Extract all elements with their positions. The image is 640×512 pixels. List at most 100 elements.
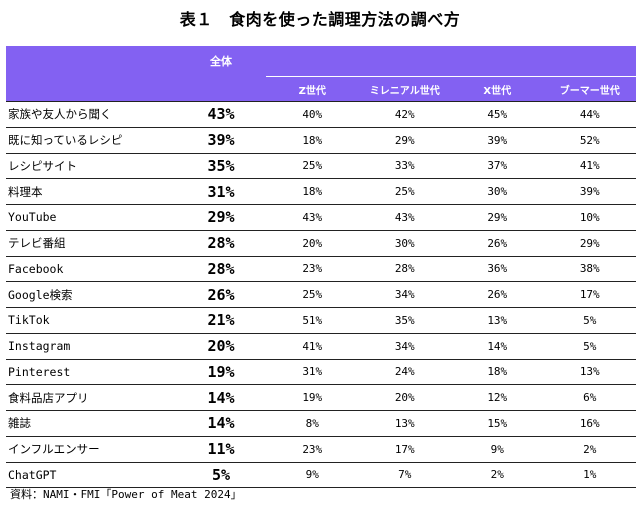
row-total-value: 19% [176,359,266,386]
row-label: YouTube [6,204,176,231]
gen-x-value: 26% [451,281,544,308]
row-total-value: 21% [176,307,266,334]
boomer-value: 1% [543,462,636,489]
table-row: YouTube 29% 43% 43% 29% 10% [6,204,636,231]
table-row: 家族や友人から聞く 43% 40% 42% 45% 44% [6,101,636,128]
table-row: 料理本 31% 18% 25% 30% 39% [6,178,636,205]
row-total-value: 14% [176,410,266,437]
header-generation-group [266,46,636,77]
row-label: Google検索 [6,281,176,308]
millennial-value: 20% [358,384,451,411]
row-total-value: 35% [176,153,266,180]
gen-x-value: 29% [451,204,544,231]
gen-x-value: 37% [451,153,544,180]
table-row: インフルエンサー 11% 23% 17% 9% 2% [6,436,636,463]
boomer-value: 29% [543,230,636,257]
table-row: 食料品店アプリ 14% 19% 20% 12% 6% [6,384,636,411]
boomer-value: 44% [543,101,636,128]
row-total-value: 26% [176,281,266,308]
header-gen-z: Z世代 [266,76,359,102]
row-label: Instagram [6,333,176,360]
gen-z-value: 43% [266,204,359,231]
millennial-value: 42% [358,101,451,128]
boomer-value: 13% [543,359,636,386]
millennial-value: 25% [358,178,451,205]
row-label: Facebook [6,256,176,283]
row-label: TikTok [6,307,176,334]
table-row: Facebook 28% 23% 28% 36% 38% [6,256,636,283]
gen-z-value: 31% [266,359,359,386]
table-row: Google検索 26% 25% 34% 26% 17% [6,281,636,308]
header-gen-millennial: ミレニアル世代 [358,76,451,102]
row-label: 料理本 [6,178,176,205]
gen-x-value: 39% [451,127,544,154]
gen-z-value: 25% [266,281,359,308]
boomer-value: 16% [543,410,636,437]
boomer-value: 5% [543,333,636,360]
table-row: テレビ番組 28% 20% 30% 26% 29% [6,230,636,257]
row-total-value: 29% [176,204,266,231]
gen-z-value: 23% [266,256,359,283]
gen-z-value: 23% [266,436,359,463]
gen-z-value: 41% [266,333,359,360]
millennial-value: 29% [358,127,451,154]
millennial-value: 34% [358,333,451,360]
header-label-blank [6,46,176,102]
data-table: 全体 Z世代 ミレニアル世代 X世代 ブーマー世代 家族や友人から聞く 43% 40… [6,46,636,489]
boomer-value: 39% [543,178,636,205]
table-row: Pinterest 19% 31% 24% 18% 13% [6,359,636,386]
millennial-value: 34% [358,281,451,308]
gen-z-value: 18% [266,178,359,205]
gen-x-value: 26% [451,230,544,257]
row-total-value: 43% [176,101,266,128]
gen-z-value: 25% [266,153,359,180]
table-header: 全体 Z世代 ミレニアル世代 X世代 ブーマー世代 [6,46,636,102]
row-total-value: 39% [176,127,266,154]
gen-z-value: 9% [266,462,359,489]
gen-x-value: 18% [451,359,544,386]
row-total-value: 5% [176,462,266,489]
gen-z-value: 20% [266,230,359,257]
gen-x-value: 45% [451,101,544,128]
gen-z-value: 19% [266,384,359,411]
row-total-value: 31% [176,178,266,205]
boomer-value: 38% [543,256,636,283]
gen-z-value: 40% [266,101,359,128]
table-row: TikTok 21% 51% 35% 13% 5% [6,307,636,334]
boomer-value: 41% [543,153,636,180]
table-row: ChatGPT 5% 9% 7% 2% 1% [6,462,636,489]
gen-x-value: 30% [451,178,544,205]
header-gen-x: X世代 [451,76,544,102]
millennial-value: 7% [358,462,451,489]
table-title: 表１ 食肉を使った調理方法の調べ方 [179,10,461,29]
millennial-value: 24% [358,359,451,386]
header-gen-boomer: ブーマー世代 [543,76,636,102]
boomer-value: 10% [543,204,636,231]
gen-x-value: 15% [451,410,544,437]
millennial-value: 33% [358,153,451,180]
gen-z-value: 51% [266,307,359,334]
row-total-value: 14% [176,384,266,411]
gen-z-value: 8% [266,410,359,437]
gen-x-value: 13% [451,307,544,334]
millennial-value: 13% [358,410,451,437]
row-label: 既に知っているレシピ [6,127,176,154]
source-note: 資料：NAMI・FMI「Power of Meat 2024」 [10,488,242,501]
row-label: ChatGPT [6,462,176,489]
millennial-value: 43% [358,204,451,231]
table-row: 既に知っているレシピ 39% 18% 29% 39% 52% [6,127,636,154]
boomer-value: 17% [543,281,636,308]
row-label: 雑誌 [6,410,176,437]
row-label: テレビ番組 [6,230,176,257]
row-total-value: 20% [176,333,266,360]
gen-z-value: 18% [266,127,359,154]
table-body: 家族や友人から聞く 43% 40% 42% 45% 44% 既に知っているレシピ 39% 18%… [6,101,636,489]
millennial-value: 35% [358,307,451,334]
gen-x-value: 2% [451,462,544,489]
millennial-value: 17% [358,436,451,463]
gen-x-value: 14% [451,333,544,360]
row-total-value: 28% [176,256,266,283]
row-label: レシピサイト [6,153,176,180]
boomer-value: 6% [543,384,636,411]
